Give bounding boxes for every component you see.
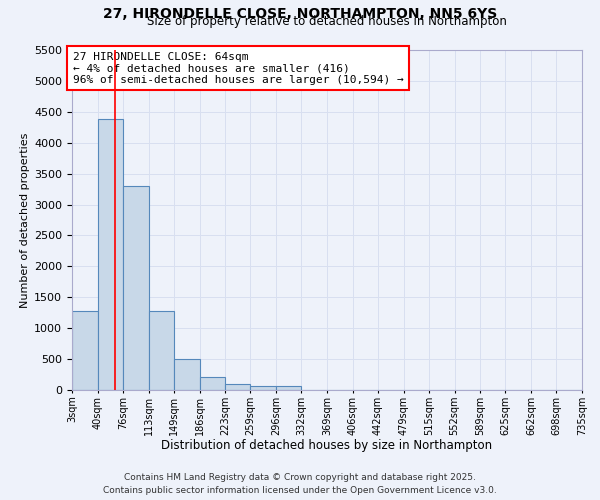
Bar <box>72 312 98 390</box>
Y-axis label: Number of detached properties: Number of detached properties <box>20 132 30 308</box>
Bar <box>174 359 199 390</box>
Bar <box>149 311 174 390</box>
Bar <box>98 119 123 390</box>
Bar <box>276 386 301 390</box>
Text: 27 HIRONDELLE CLOSE: 64sqm
← 4% of detached houses are smaller (416)
96% of semi: 27 HIRONDELLE CLOSE: 64sqm ← 4% of detac… <box>73 52 403 85</box>
Text: Contains HM Land Registry data © Crown copyright and database right 2025.
Contai: Contains HM Land Registry data © Crown c… <box>103 474 497 495</box>
Bar <box>123 186 149 390</box>
Bar <box>225 384 250 390</box>
Text: 27, HIRONDELLE CLOSE, NORTHAMPTON, NN5 6YS: 27, HIRONDELLE CLOSE, NORTHAMPTON, NN5 6… <box>103 8 497 22</box>
X-axis label: Distribution of detached houses by size in Northampton: Distribution of detached houses by size … <box>161 439 493 452</box>
Bar <box>199 377 225 390</box>
Bar <box>250 386 276 390</box>
Title: Size of property relative to detached houses in Northampton: Size of property relative to detached ho… <box>147 15 507 28</box>
